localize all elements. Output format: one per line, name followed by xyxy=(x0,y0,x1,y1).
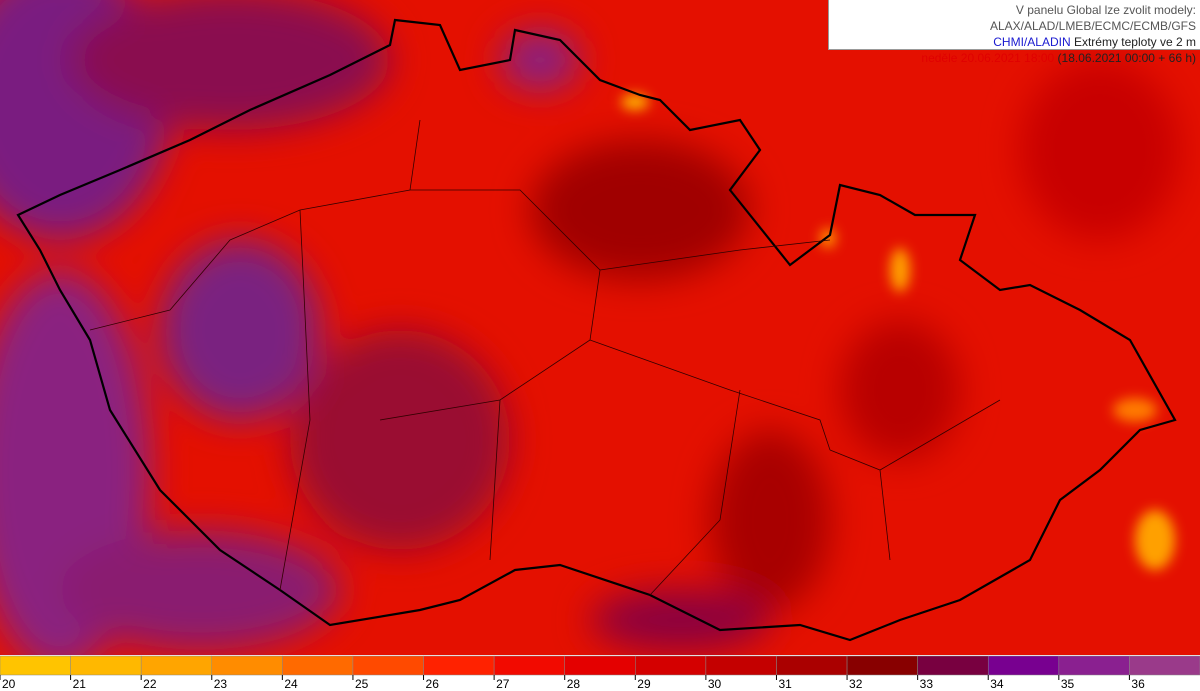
legend-swatch xyxy=(282,655,354,676)
legend-label: 21 xyxy=(73,677,87,691)
legend-swatch xyxy=(635,655,707,676)
legend-swatch xyxy=(493,655,565,676)
legend-label: 34 xyxy=(990,677,1004,691)
legend-swatch xyxy=(211,655,283,676)
header-line: V panelu Global lze zvolit modely: ALAX/… xyxy=(989,3,1196,33)
model: CHMI/ALADIN xyxy=(993,35,1071,49)
legend-label: 27 xyxy=(496,677,510,691)
legend-swatch xyxy=(352,655,424,676)
header: V panelu Global lze zvolit modely: ALAX/… xyxy=(828,0,1200,65)
temperature-field xyxy=(0,0,1180,670)
country-border xyxy=(16,18,1177,642)
product: Extrémy teploty ve 2 m xyxy=(1073,35,1196,49)
legend-label: 23 xyxy=(214,677,228,691)
legend-swatch xyxy=(1058,655,1130,676)
legend-swatch xyxy=(1129,655,1200,676)
region-borders xyxy=(89,119,1001,596)
legend-swatch xyxy=(846,655,918,676)
legend-label: 25 xyxy=(355,677,369,691)
legend-label: 22 xyxy=(143,677,157,691)
legend-label: 31 xyxy=(778,677,792,691)
hot-spots xyxy=(621,94,1175,570)
legend-swatch xyxy=(140,655,213,676)
header-line: CHMI/ALADIN Extrémy teploty ve 2 m xyxy=(829,34,1196,50)
valid-time: neděle 20.06.2021 18:00 xyxy=(921,51,1055,65)
legend-label: 33 xyxy=(920,677,934,691)
legend: 20 21 22 23 24 25 26 27 28 29 30 31 32 33 34 35 36 xyxy=(0,655,1200,691)
legend-label: 26 xyxy=(426,677,440,691)
legend-swatch xyxy=(705,655,777,676)
legend-swatch xyxy=(70,655,142,676)
legend-swatch xyxy=(0,655,71,676)
legend-label: 36 xyxy=(1131,677,1145,691)
legend-swatch xyxy=(776,655,848,676)
legend-swatch xyxy=(423,655,495,676)
legend-label: 20 xyxy=(2,677,16,691)
legend-swatch xyxy=(987,655,1060,676)
legend-label: 32 xyxy=(849,677,863,691)
legend-label: 28 xyxy=(567,677,581,691)
legend-swatch xyxy=(917,655,989,676)
legend-label: 29 xyxy=(637,677,651,691)
legend-label: 30 xyxy=(708,677,722,691)
run: (18.06.2021 00:00 + 66 h) xyxy=(1057,51,1196,65)
legend-label: 35 xyxy=(1061,677,1075,691)
legend-swatch xyxy=(564,655,636,676)
header-line: neděle 20.06.2021 18:00 (18.06.2021 00:0… xyxy=(829,50,1196,66)
legend-label: 24 xyxy=(284,677,298,691)
